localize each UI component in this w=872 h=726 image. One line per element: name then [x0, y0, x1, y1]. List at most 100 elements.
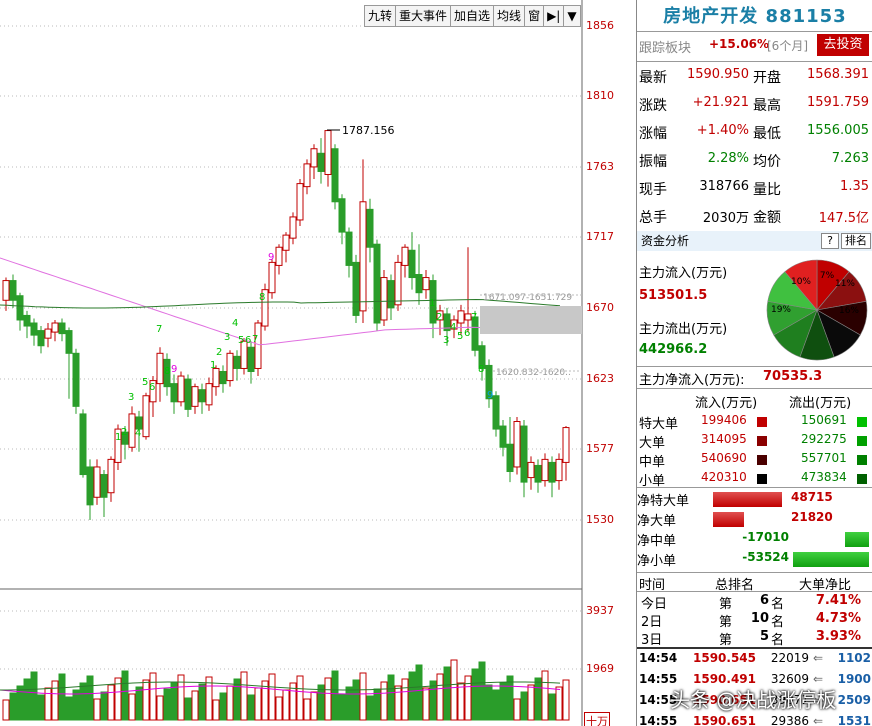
candle-body[interactable]	[128, 413, 136, 448]
help-button[interactable]: ?	[821, 233, 839, 249]
quote-label: 均价	[753, 154, 781, 170]
candle-body[interactable]	[16, 295, 24, 321]
candle-body[interactable]	[429, 280, 437, 324]
candle-body[interactable]	[37, 330, 45, 347]
candle-body[interactable]	[198, 389, 206, 403]
candle-body[interactable]	[163, 358, 171, 388]
candle-body[interactable]	[548, 461, 556, 483]
candle-body[interactable]	[282, 234, 290, 251]
candle-body[interactable]	[464, 313, 472, 321]
candle-body[interactable]	[205, 383, 213, 406]
candle-body[interactable]	[289, 216, 297, 239]
candle-body[interactable]	[23, 314, 31, 327]
candle-body[interactable]	[373, 243, 381, 324]
candle-body[interactable]	[338, 198, 346, 233]
candle-body[interactable]	[450, 319, 458, 330]
candle-body[interactable]	[170, 383, 178, 403]
candle-body[interactable]	[387, 280, 395, 309]
candle-body[interactable]	[534, 464, 542, 483]
candle-body[interactable]	[142, 395, 150, 438]
candle-body[interactable]	[100, 474, 108, 498]
candle-body[interactable]	[331, 148, 339, 203]
candle-body[interactable]	[254, 322, 262, 369]
candle-body[interactable]	[303, 163, 311, 188]
candle-body[interactable]	[317, 152, 325, 172]
candle-body[interactable]	[485, 364, 493, 400]
trade-row[interactable]: 14:55 1590.651 29386 ⇐ 1531	[637, 714, 872, 726]
candle-body[interactable]	[247, 346, 255, 372]
candle-body[interactable]	[457, 310, 465, 324]
candle-body[interactable]	[121, 431, 129, 445]
candle-body[interactable]	[415, 274, 423, 294]
candle-body[interactable]	[506, 443, 514, 473]
tool-moving-average[interactable]: 均线	[494, 6, 526, 26]
candle-body[interactable]	[114, 428, 122, 463]
rank-day: 3日	[641, 633, 663, 648]
tool-step-forward[interactable]: ▶|	[544, 6, 565, 26]
candle-body[interactable]	[499, 425, 507, 448]
candle-body[interactable]	[492, 395, 500, 430]
tool-dropdown[interactable]: ▼	[567, 9, 577, 23]
candle-body[interactable]	[226, 352, 234, 382]
trade-row[interactable]: 14:54 1590.545 22019 ⇐ 1102	[637, 651, 872, 672]
candle-body[interactable]	[44, 328, 52, 339]
candle-body[interactable]	[191, 386, 199, 407]
candle-body[interactable]	[177, 375, 185, 403]
candle-body[interactable]	[86, 466, 94, 506]
candle-body[interactable]	[352, 261, 360, 316]
candle-body[interactable]	[2, 280, 10, 301]
tool-major-events[interactable]: 重大事件	[396, 6, 452, 26]
candle-body[interactable]	[30, 322, 38, 336]
candle-body[interactable]	[408, 249, 416, 279]
candle-body[interactable]	[240, 340, 248, 369]
candle-body[interactable]	[156, 352, 164, 385]
candle-body[interactable]	[107, 458, 115, 494]
candle-body[interactable]	[471, 316, 479, 351]
candle-body[interactable]	[478, 345, 486, 369]
candlestick-chart[interactable]: 1787.156 1671.097-1651.729 1620.832-1620..…	[0, 0, 636, 726]
candle-body[interactable]	[541, 458, 549, 482]
candle-body[interactable]	[422, 277, 430, 291]
candlestick-chart-area[interactable]: 1787.156 1671.097-1651.729 1620.832-1620..…	[0, 0, 636, 726]
rank-suffix: 名	[771, 633, 785, 648]
candle-body[interactable]	[79, 413, 87, 476]
candle-body[interactable]	[520, 425, 528, 483]
candle-body[interactable]	[527, 461, 535, 479]
candle-body[interactable]	[555, 458, 563, 482]
tool-nine-turn[interactable]: 九转	[365, 6, 397, 26]
candle-body[interactable]	[436, 310, 444, 321]
candle-body[interactable]	[184, 378, 192, 410]
candle-body[interactable]	[366, 208, 374, 248]
trade-row[interactable]: 14:55 1590.651 39071 ⇐ 2509	[637, 693, 872, 714]
candle-body[interactable]	[275, 246, 283, 266]
rank-button[interactable]: 排名	[841, 233, 871, 249]
candle-body[interactable]	[212, 367, 220, 388]
candle-body[interactable]	[513, 421, 521, 468]
candle-body[interactable]	[135, 416, 143, 430]
trade-row[interactable]: 14:55 1590.491 32609 ⇐ 1900	[637, 672, 872, 693]
candle-body[interactable]	[268, 261, 276, 294]
candle-body[interactable]	[324, 130, 332, 176]
candle-body[interactable]	[345, 231, 353, 266]
candle-body[interactable]	[233, 355, 241, 369]
candle-body[interactable]	[310, 148, 318, 168]
candle-body[interactable]	[380, 277, 388, 321]
candle-body[interactable]	[51, 322, 59, 333]
candle-body[interactable]	[72, 352, 80, 407]
candle-body[interactable]	[9, 280, 17, 301]
candle-body[interactable]	[296, 183, 304, 221]
candle-body[interactable]	[401, 246, 409, 266]
candle-body[interactable]	[394, 261, 402, 306]
candle-body[interactable]	[149, 380, 157, 403]
candle-body[interactable]	[261, 289, 269, 327]
candle-body[interactable]	[58, 322, 66, 335]
candle-body[interactable]	[93, 466, 101, 498]
candle-body[interactable]	[562, 427, 570, 463]
candle-body[interactable]	[219, 370, 227, 385]
tool-add-watchlist[interactable]: 加自选	[451, 6, 495, 26]
candle-body[interactable]	[359, 201, 367, 312]
tool-window[interactable]: 窗	[525, 6, 545, 26]
candle-body[interactable]	[443, 313, 451, 332]
invest-button[interactable]: 去投资	[817, 34, 869, 56]
candle-body[interactable]	[65, 330, 73, 354]
